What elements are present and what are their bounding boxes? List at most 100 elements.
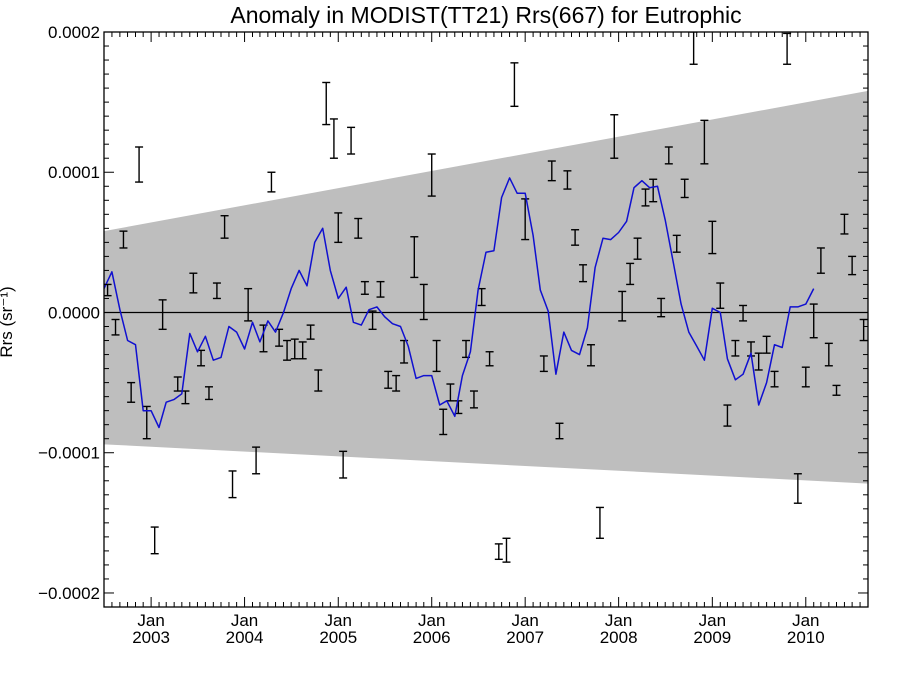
series-line — [104, 177, 815, 429]
x-tick-year: 2010 — [787, 628, 825, 647]
errorbar — [700, 119, 709, 165]
errorbar — [322, 81, 331, 126]
errorbar — [376, 280, 385, 298]
errorbar — [334, 212, 343, 244]
errorbar — [816, 247, 825, 274]
plot-area: −0.0002−0.00010.00000.00010.0002Jan2003J… — [38, 23, 869, 647]
errorbar — [555, 422, 564, 440]
errorbar — [783, 32, 792, 65]
errorbar — [595, 506, 604, 539]
x-tick-month: Jan — [231, 611, 258, 630]
errorbar — [360, 280, 369, 295]
errorbar — [657, 297, 666, 318]
errorbar — [339, 450, 348, 479]
errorbar — [539, 355, 548, 373]
errorbar — [547, 160, 556, 182]
x-tick-month: Jan — [605, 611, 632, 630]
x-tick-year: 2008 — [600, 628, 638, 647]
errorbar — [809, 303, 818, 339]
x-tick-month: Jan — [699, 611, 726, 630]
errorbar — [212, 282, 221, 300]
errorbar — [306, 324, 315, 340]
errorbar — [571, 229, 580, 246]
errorbar — [392, 374, 401, 392]
errorbar — [173, 376, 182, 392]
errorbar — [708, 220, 717, 255]
errorbar — [610, 114, 619, 159]
errorbar — [446, 383, 455, 402]
errorbar — [793, 473, 802, 504]
errorbar — [848, 255, 857, 276]
errorbar — [127, 381, 136, 403]
errorbar — [731, 339, 740, 357]
errorbar — [510, 62, 519, 108]
errorbar-group — [104, 32, 868, 563]
chart-title: Anomaly in MODIST(TT21) Rrs(667) for Eut… — [230, 2, 741, 28]
errorbar — [770, 370, 779, 388]
errorbar — [840, 213, 849, 235]
x-tick-year: 2007 — [506, 628, 544, 647]
errorbar — [298, 341, 307, 360]
errorbar — [439, 408, 448, 436]
y-tick-label: 0.0002 — [48, 23, 100, 42]
errorbar — [502, 537, 511, 563]
errorbar — [228, 470, 237, 499]
errorbar — [119, 230, 128, 249]
errorbar — [664, 146, 673, 165]
uncertainty-band — [104, 90, 868, 484]
x-tick-year: 2004 — [226, 628, 264, 647]
errorbar — [111, 318, 120, 336]
y-tick-label: 0.0001 — [48, 163, 100, 182]
errorbar — [824, 342, 833, 367]
errorbar — [135, 146, 144, 183]
errorbar — [419, 283, 428, 321]
errorbar — [754, 352, 763, 371]
errorbar — [354, 217, 363, 239]
errorbar — [469, 390, 478, 409]
y-tick-label: −0.0001 — [38, 444, 100, 463]
errorbar — [410, 236, 419, 279]
errorbar — [485, 351, 494, 367]
errorbar — [618, 290, 627, 322]
errorbar — [739, 304, 748, 322]
x-tick-month: Jan — [511, 611, 538, 630]
errorbar — [432, 339, 441, 373]
x-tick-month: Jan — [792, 611, 819, 630]
errorbar — [244, 287, 253, 322]
errorbar — [427, 153, 436, 197]
errorbar — [563, 170, 572, 190]
y-axis-label: Rrs (sr⁻¹) — [0, 286, 16, 357]
errorbar — [290, 338, 299, 360]
x-tick-year: 2003 — [132, 628, 170, 647]
errorbar — [283, 339, 292, 361]
errorbar — [314, 369, 323, 392]
x-tick-year: 2009 — [693, 628, 731, 647]
errorbar — [368, 310, 377, 331]
errorbar — [633, 237, 642, 260]
x-tick-year: 2006 — [413, 628, 451, 647]
errorbar — [801, 366, 810, 388]
errorbar — [204, 386, 213, 401]
errorbar — [723, 404, 732, 427]
errorbar — [626, 262, 635, 286]
errorbar — [586, 344, 595, 367]
y-tick-label: −0.0002 — [38, 584, 100, 603]
errorbar — [142, 405, 151, 440]
errorbar — [384, 370, 393, 389]
x-tick-month: Jan — [418, 611, 445, 630]
x-tick-month: Jan — [137, 611, 164, 630]
errorbar — [252, 446, 261, 475]
errorbar — [716, 282, 725, 309]
errorbar — [494, 543, 503, 561]
errorbar — [672, 234, 681, 253]
errorbar — [521, 198, 530, 241]
errorbar — [150, 526, 159, 555]
errorbar — [649, 178, 658, 203]
x-tick-month: Jan — [325, 611, 352, 630]
errorbar — [158, 299, 167, 331]
errorbar — [762, 335, 771, 354]
errorbar — [689, 32, 698, 65]
errorbar — [267, 171, 276, 193]
errorbar — [220, 215, 229, 239]
